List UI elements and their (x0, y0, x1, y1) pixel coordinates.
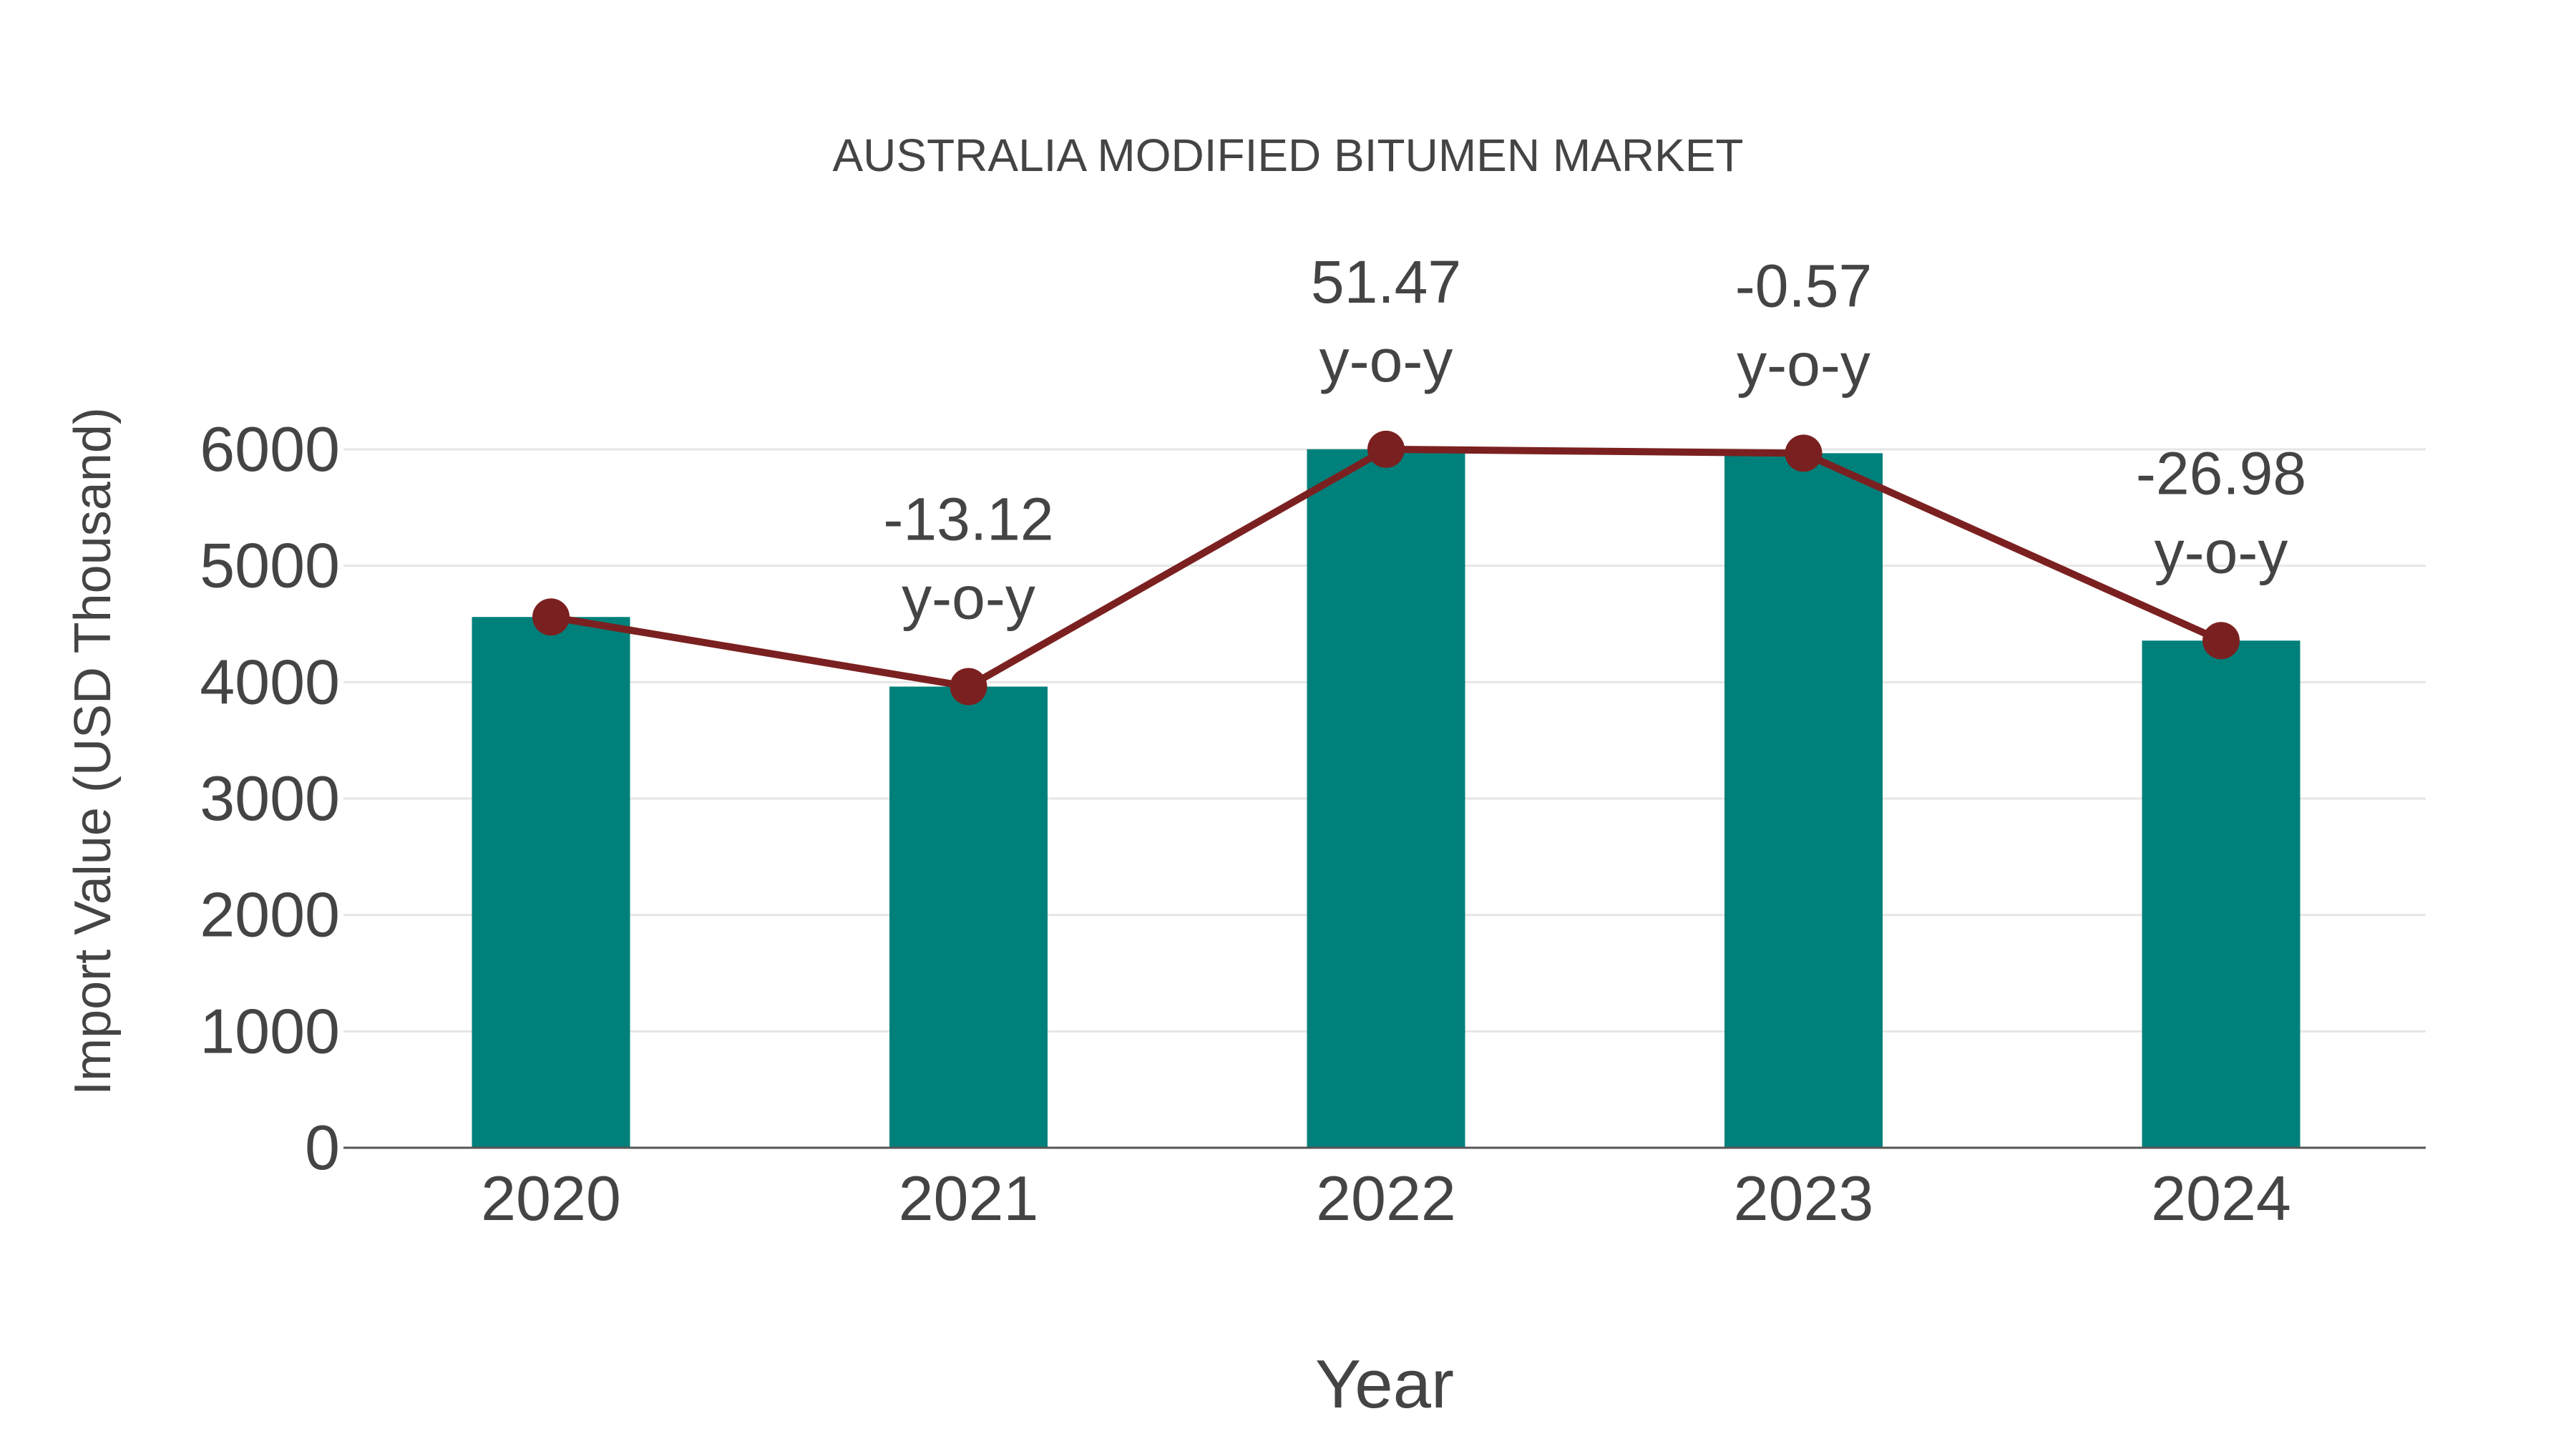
y-tick-label: 3000 (200, 763, 340, 834)
x-tick-label: 2023 (1734, 1163, 1874, 1234)
y-axis-ticks: 0 1000 2000 3000 4000 5000 6000 (200, 414, 340, 1183)
line-marker (1785, 434, 1823, 472)
line-marker (950, 668, 987, 706)
y-tick-label: 6000 (200, 414, 340, 484)
bar (889, 686, 1048, 1148)
line-marker (2202, 622, 2240, 660)
line-marker (1367, 430, 1405, 468)
bar (2142, 640, 2301, 1148)
bar (472, 617, 630, 1148)
x-tick-label: 2022 (1316, 1163, 1456, 1234)
yoy-value-label: -13.12 (883, 486, 1053, 553)
x-axis-ticks: 2020 2021 2022 2023 2024 (481, 1163, 2291, 1234)
yoy-suffix-label: y-o-y (2155, 518, 2288, 585)
yoy-value-label: -26.98 (2136, 439, 2306, 507)
x-axis-title: Year (1315, 1346, 1454, 1423)
bar (1724, 453, 1883, 1148)
y-tick-label: 2000 (200, 879, 340, 950)
y-tick-label: 1000 (200, 995, 340, 1066)
y-tick-label: 5000 (200, 530, 340, 601)
chart-title: AUSTRALIA MODIFIED BITUMEN MARKET (832, 130, 1744, 181)
x-tick-label: 2024 (2151, 1163, 2291, 1234)
x-tick-label: 2020 (481, 1163, 621, 1234)
annotations: -13.12 y-o-y 51.47 y-o-y -0.57 y-o-y -26.98 y-o… (883, 248, 2306, 632)
yoy-suffix-label: y-o-y (1737, 331, 1870, 398)
x-tick-label: 2021 (899, 1163, 1039, 1234)
line-marker (532, 598, 570, 636)
y-tick-label: 0 (305, 1112, 340, 1183)
yoy-suffix-label: y-o-y (902, 565, 1035, 632)
yoy-value-label: 51.47 (1311, 248, 1461, 316)
line-series (532, 430, 2240, 706)
yoy-value-label: -0.57 (1735, 252, 1872, 319)
bar-series (472, 449, 2301, 1148)
bar (1307, 449, 1465, 1148)
yoy-suffix-label: y-o-y (1319, 327, 1453, 394)
y-tick-label: 4000 (200, 646, 340, 717)
